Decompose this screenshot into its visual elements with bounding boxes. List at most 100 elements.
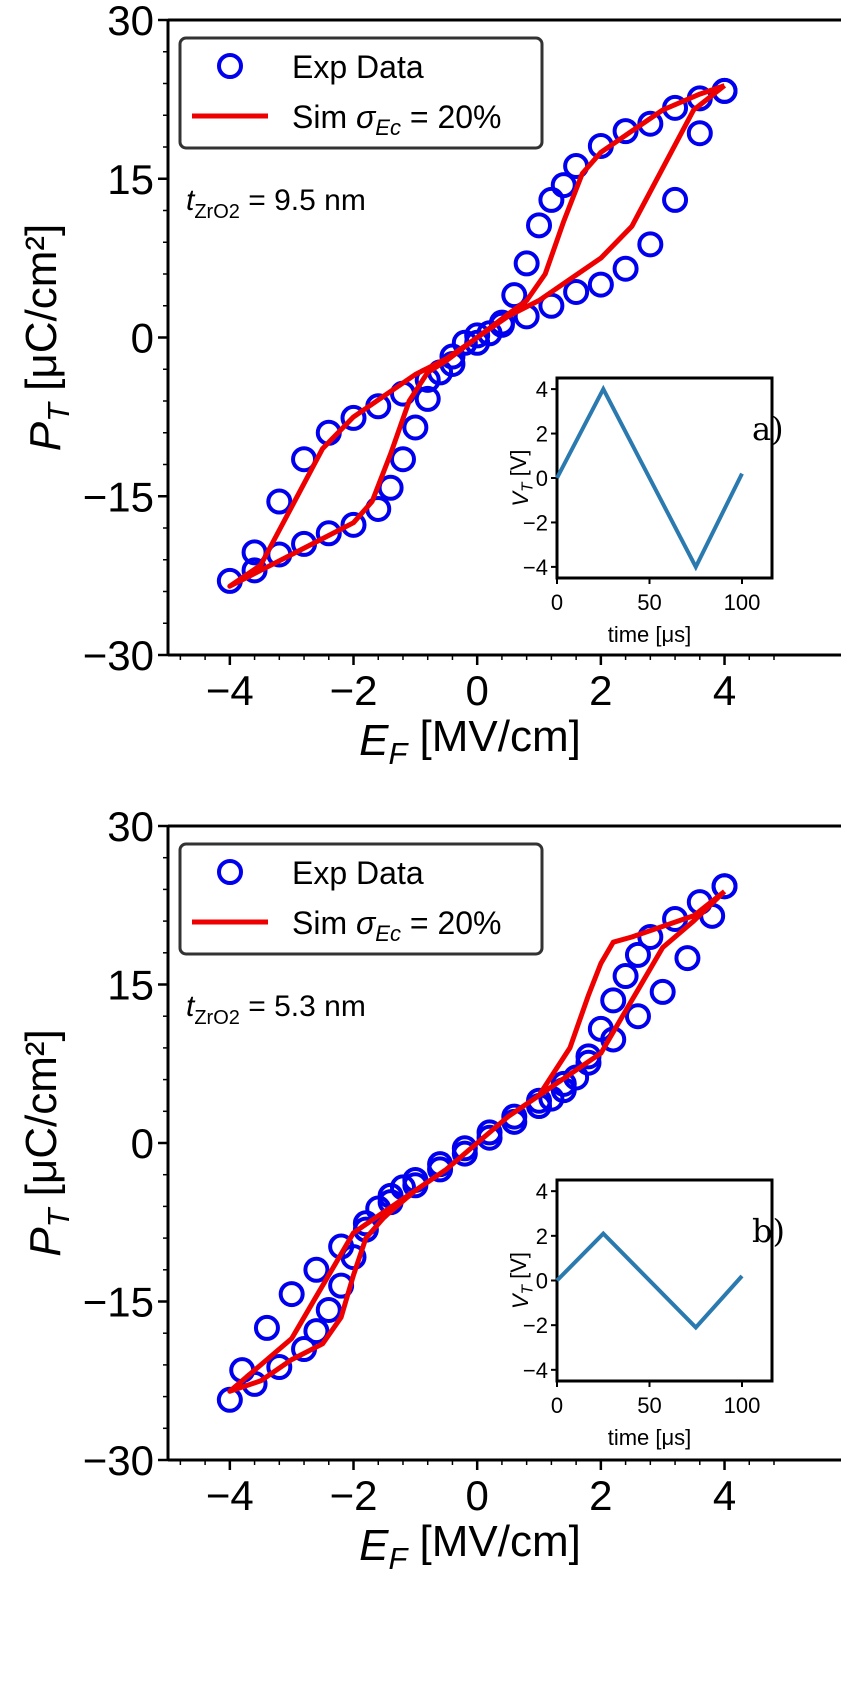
exp-data-point — [464, 322, 491, 349]
inset-x-axis-label: time [μs] — [608, 1425, 692, 1450]
sim-line — [227, 83, 727, 589]
legend-box — [178, 36, 544, 150]
sim-line — [227, 889, 727, 1394]
inset-y-axis-label: VT [V] — [506, 1252, 537, 1309]
legend-exp-label: Exp Data — [292, 855, 424, 891]
exp-data-point — [612, 255, 639, 282]
inset-x-tick-label: 50 — [637, 1393, 661, 1418]
x-tick-label: −4 — [206, 667, 254, 714]
y-tick-label: 15 — [107, 962, 154, 1009]
exp-data-point — [315, 520, 342, 547]
exp-data-point — [674, 945, 701, 972]
exp-data-point — [501, 1103, 528, 1130]
inset-y-tick-label: −2 — [523, 510, 548, 535]
x-tick-label: −2 — [330, 1472, 378, 1519]
inset-y-tick-label: −4 — [523, 555, 548, 580]
exp-data-point — [501, 282, 528, 309]
inset-y-tick-label: 0 — [536, 1269, 548, 1294]
exp-data-point — [563, 278, 590, 305]
inset-chart: −4 −2 0 2 4 0 50 100 time [μs] VT [V] — [506, 1178, 774, 1450]
exp-data-point — [686, 120, 713, 147]
panel-label: a) — [752, 410, 784, 448]
inset-y-tick-label: 0 — [536, 466, 548, 491]
legend-sim-label: Sim σEc = 20% — [292, 99, 502, 140]
exp-data-point — [278, 1281, 305, 1308]
inset-x-tick-label: 100 — [724, 590, 761, 615]
inset-x-tick-label: 100 — [724, 1393, 761, 1418]
exp-data-point — [451, 1135, 478, 1162]
inset-y-tick-label: 4 — [536, 377, 548, 402]
exp-data-point — [649, 978, 676, 1005]
legend-sim-label: Sim σEc = 20% — [292, 905, 502, 946]
x-tick-label: 0 — [466, 1472, 489, 1519]
x-tick-label: 4 — [713, 1472, 736, 1519]
inset-x-tick-label: 0 — [551, 1393, 563, 1418]
y-tick-label: −15 — [83, 1279, 154, 1326]
inset-y-tick-label: 2 — [536, 422, 548, 447]
exp-data-point — [526, 212, 553, 239]
chart-panel-a: −30 −15 0 15 30 −4 −2 0 2 4 EF [MV/cm] PT [μC/cm²] t… — [17, 0, 841, 771]
x-tick-label: 4 — [713, 667, 736, 714]
x-tick-label: 2 — [589, 1472, 612, 1519]
inset-y-tick-label: −4 — [523, 1358, 548, 1383]
inset-y-tick-label: 4 — [536, 1179, 548, 1204]
exp-data-point — [389, 446, 416, 473]
inset-y-tick-label: −2 — [523, 1313, 548, 1338]
y-tick-label: 0 — [131, 1120, 154, 1167]
y-tick-label: −15 — [83, 473, 154, 520]
inset-chart: −4 −2 0 2 4 0 50 100 time [μs] VT [V] — [506, 376, 774, 647]
exp-data-point — [476, 1119, 503, 1146]
inset-x-tick-label: 50 — [637, 590, 661, 615]
exp-data-point — [340, 404, 367, 431]
exp-data-point — [414, 385, 441, 412]
exp-data-point — [600, 987, 627, 1014]
y-tick-label: 30 — [107, 0, 154, 44]
exp-data-point — [624, 1003, 651, 1030]
exp-data-point — [402, 414, 429, 441]
legend-exp-marker — [217, 859, 243, 885]
x-axis-label: EF [MV/cm] — [359, 1517, 581, 1576]
legend: Exp Data Sim σEc = 20% — [178, 36, 544, 150]
y-tick-label: 0 — [131, 315, 154, 362]
inset-voltage-line — [555, 1230, 744, 1331]
exp-data-point — [662, 186, 689, 213]
inset-y-tick-label: 2 — [536, 1224, 548, 1249]
exp-data-point — [550, 172, 577, 199]
exp-data-point — [315, 1296, 342, 1323]
exp-data-point — [266, 1354, 293, 1381]
legend-exp-label: Exp Data — [292, 49, 424, 85]
exp-data-point — [538, 186, 565, 213]
exp-data-point — [303, 1318, 330, 1345]
legend: Exp Data Sim σEc = 20% — [178, 842, 544, 956]
x-axis-label: EF [MV/cm] — [359, 712, 581, 771]
exp-data-point — [266, 488, 293, 515]
y-tick-label: −30 — [83, 1437, 154, 1484]
exp-data-point — [612, 963, 639, 990]
y-tick-label: 30 — [107, 803, 154, 850]
chart-panel-b: −30 −15 0 15 30 −4 −2 0 2 4 EF [MV/cm] PT [μC/cm²] t… — [17, 803, 841, 1576]
data-layer — [216, 873, 738, 1413]
exp-data-point — [513, 250, 540, 277]
inset-x-axis-label: time [μs] — [608, 622, 692, 647]
exp-data-point — [303, 1256, 330, 1283]
y-tick-label: 15 — [107, 156, 154, 203]
inset-y-axis-label: VT [V] — [506, 449, 537, 506]
exp-data-point — [253, 1314, 280, 1341]
x-tick-label: 0 — [466, 667, 489, 714]
legend-exp-marker — [217, 53, 243, 79]
inset-x-tick-label: 0 — [551, 590, 563, 615]
exp-data-point — [340, 511, 367, 538]
thickness-annotation: tZrO2 = 5.3 nm — [186, 990, 366, 1029]
x-tick-label: 2 — [589, 667, 612, 714]
panel-label: b) — [752, 1212, 785, 1250]
x-tick-label: −2 — [330, 667, 378, 714]
inset-voltage-line — [555, 384, 744, 572]
exp-data-point — [612, 118, 639, 145]
exp-data-point — [637, 231, 664, 258]
x-tick-label: −4 — [206, 1472, 254, 1519]
thickness-annotation: tZrO2 = 9.5 nm — [186, 184, 366, 223]
y-axis-label: PT [μC/cm²] — [17, 224, 76, 452]
exp-data-point — [575, 1049, 602, 1076]
exp-data-point — [624, 941, 651, 968]
